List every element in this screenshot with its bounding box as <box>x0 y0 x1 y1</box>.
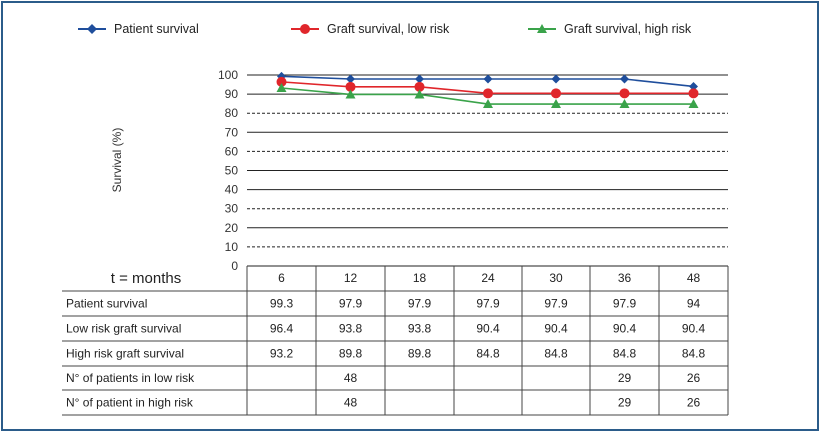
legend-label: Graft survival, high risk <box>564 22 692 36</box>
table-cell: 94 <box>687 297 701 311</box>
table-header-cell: 18 <box>413 271 427 285</box>
table-cell: 90.4 <box>544 322 568 336</box>
series-layer <box>276 71 699 109</box>
legend-label: Patient survival <box>114 22 199 36</box>
data-point <box>345 89 356 99</box>
table-cell: 97.9 <box>544 297 568 311</box>
table-cell: 93.8 <box>408 322 432 336</box>
table-cell: 90.4 <box>613 322 637 336</box>
table-cell: 93.2 <box>270 347 294 361</box>
table-cell: 84.8 <box>613 347 637 361</box>
table-cell: 99.3 <box>270 297 294 311</box>
data-point <box>415 74 424 84</box>
table-cell: 26 <box>687 396 701 410</box>
table-cell: 97.9 <box>476 297 500 311</box>
y-axis-label: Survival (%) <box>110 128 124 193</box>
data-point <box>620 74 629 84</box>
table-header-cell: 6 <box>278 271 285 285</box>
figure-frame <box>1 1 819 431</box>
y-tick-label: 20 <box>225 221 239 235</box>
data-point <box>551 88 561 99</box>
y-axis: Survival (%) 0 10 20 30 40 50 60 70 80 90 100 <box>110 68 238 273</box>
y-tick-label: 50 <box>225 164 239 178</box>
table-header-cell: 12 <box>344 271 358 285</box>
table-cell: 96.4 <box>270 322 294 336</box>
table-header-cell: 30 <box>549 271 563 285</box>
table-cell: 97.9 <box>408 297 432 311</box>
table-cell: 90.4 <box>682 322 706 336</box>
legend-marker <box>87 24 97 34</box>
y-tick-label: 10 <box>225 240 239 254</box>
table-cell: 48 <box>344 371 358 385</box>
y-tick-label: 0 <box>231 259 238 273</box>
data-point <box>689 81 698 91</box>
data-point <box>619 99 630 109</box>
data-point <box>345 81 356 92</box>
y-tick-label: 30 <box>225 202 239 216</box>
legend-marker <box>300 24 310 34</box>
data-point <box>619 88 630 99</box>
table-header-cell: 24 <box>481 271 495 285</box>
legend-label: Graft survival, low risk <box>327 22 450 36</box>
data-point <box>276 76 287 87</box>
table-cell: 26 <box>687 371 701 385</box>
data-point <box>483 99 493 109</box>
x-axis-title: t = months <box>111 270 181 287</box>
table-cell: 89.8 <box>408 347 432 361</box>
table-row-label: High risk graft survival <box>66 347 184 361</box>
table-header-cell: 48 <box>687 271 701 285</box>
data-point <box>688 99 699 109</box>
y-tick-label: 100 <box>218 68 238 82</box>
data-point <box>414 89 425 99</box>
data-point <box>483 74 493 84</box>
table-cell: 84.8 <box>476 347 500 361</box>
data-point <box>346 74 355 84</box>
table-cell: 48 <box>344 396 358 410</box>
y-tick-label: 70 <box>225 125 239 139</box>
data-point <box>688 88 699 99</box>
y-tick-label: 40 <box>225 183 239 197</box>
grid <box>247 74 728 248</box>
legend-marker <box>537 24 547 33</box>
table-cell: 90.4 <box>476 322 500 336</box>
table-row-label: N° of patient in high risk <box>66 396 194 410</box>
table-row-label: Low risk graft survival <box>66 322 181 336</box>
table-row-label: Patient survival <box>66 297 147 311</box>
table-cell: 29 <box>618 396 632 410</box>
table-cell: 97.9 <box>613 297 637 311</box>
table-cell: 93.8 <box>339 322 363 336</box>
table-cell: 29 <box>618 371 632 385</box>
table-cell: 84.8 <box>544 347 568 361</box>
data-point <box>551 74 561 84</box>
data-point <box>276 82 287 92</box>
table-row-label: N° of patients in low risk <box>66 371 195 385</box>
table-cell: 84.8 <box>682 347 706 361</box>
data-point <box>551 99 561 109</box>
data-table: t = months 6 12 18 24 30 36 48 Patient survival… <box>62 265 729 416</box>
legend: Patient survival Graft survival, low risk… <box>78 22 692 36</box>
data-point <box>483 88 493 99</box>
table-cell: 89.8 <box>339 347 363 361</box>
table-header-cell: 36 <box>618 271 632 285</box>
table-cell: 97.9 <box>339 297 363 311</box>
y-tick-label: 60 <box>225 144 239 158</box>
y-tick-label: 90 <box>225 87 239 101</box>
y-tick-label: 80 <box>225 106 239 120</box>
data-point <box>414 81 425 92</box>
